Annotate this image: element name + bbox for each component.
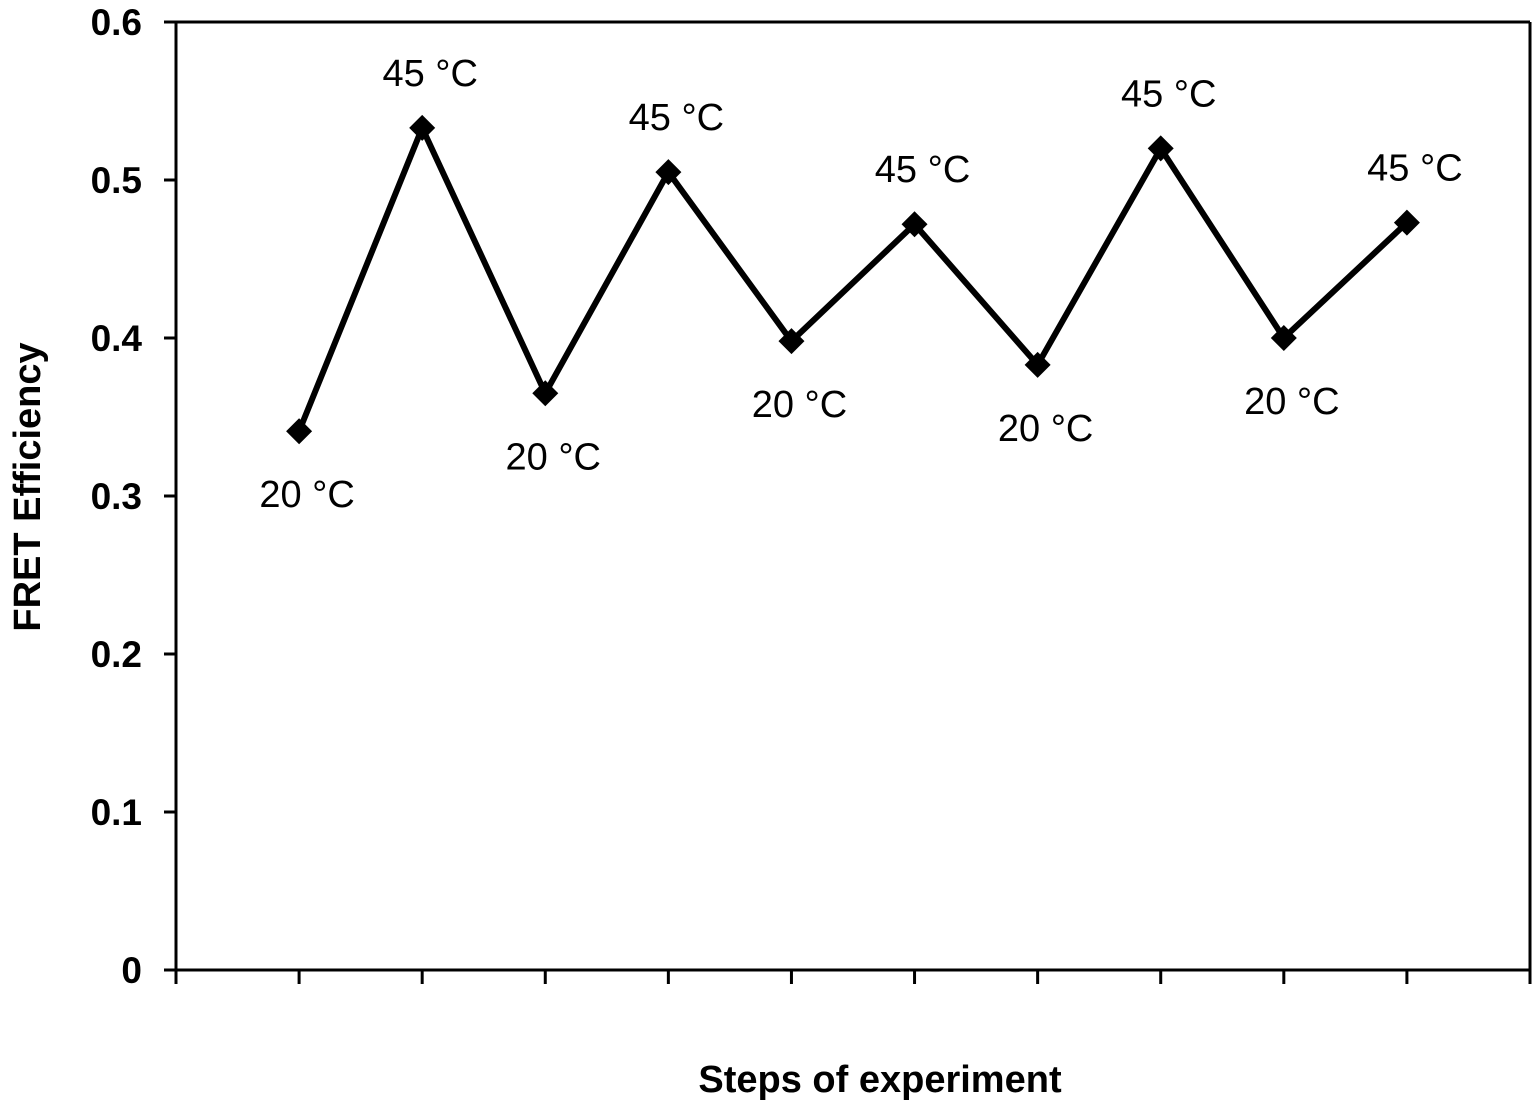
point-label-20c: 20 °C: [259, 474, 354, 516]
series: [286, 114, 1420, 445]
data-point-marker: [778, 328, 805, 355]
y-tick-label: 0.5: [91, 160, 142, 201]
data-point-marker: [1147, 135, 1174, 162]
point-label-45c: 45 °C: [629, 97, 724, 139]
series-line: [296, 120, 1409, 433]
y-tick-label: 0.3: [91, 476, 142, 517]
data-point-marker: [655, 159, 682, 186]
y-axis-title: FRET Efficiency: [7, 342, 49, 631]
y-tick-label: 0.6: [91, 2, 142, 43]
data-point-marker: [1270, 325, 1297, 351]
y-tick-label: 0.1: [91, 792, 142, 833]
point-label-20c: 20 °C: [1244, 381, 1339, 423]
axes: [174, 20, 1532, 972]
y-tick-label: 0.4: [91, 318, 143, 359]
point-label-45c: 45 °C: [1121, 73, 1216, 115]
x-ticks: [174, 970, 1532, 984]
point-label-45c: 45 °C: [382, 53, 477, 95]
data-point-marker: [409, 114, 436, 141]
data-point-marker: [532, 380, 559, 407]
point-label-20c: 20 °C: [752, 384, 847, 426]
point-label-20c: 20 °C: [506, 436, 601, 478]
y-ticks: 0 0.1 0.2 0.3 0.4 0.5 0.6: [91, 2, 176, 991]
data-point-marker: [1393, 209, 1420, 236]
data-point-marker: [286, 418, 313, 445]
data-point-marker: [901, 211, 928, 238]
y-tick-label: 0.2: [91, 634, 142, 675]
y-tick-label: 0: [121, 950, 142, 991]
point-labels: 20 °C 45 °C 20 °C 45 °C 20 °C 45 °C 20 °C 45 °C…: [259, 53, 1462, 516]
data-point-marker: [1024, 351, 1051, 378]
point-label-20c: 20 °C: [998, 408, 1093, 450]
point-label-45c: 45 °C: [875, 149, 970, 191]
x-axis-title: Steps of experiment: [698, 1059, 1062, 1101]
point-label-45c: 45 °C: [1367, 148, 1462, 190]
